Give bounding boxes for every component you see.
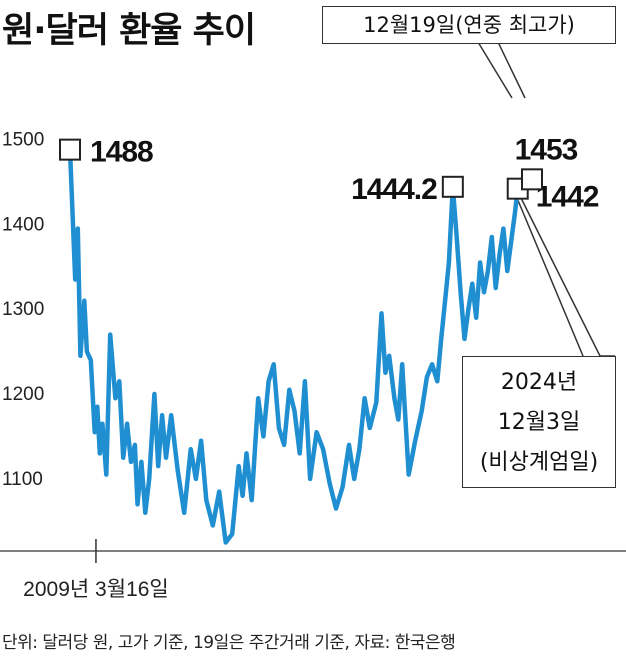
data-marker: [441, 175, 464, 198]
y-tick-label: 1500: [2, 129, 44, 150]
data-label: 1444.2: [351, 173, 437, 206]
x-tick-label: 2009년 3월16일: [23, 578, 169, 601]
y-tick-label: 1200: [2, 384, 44, 405]
data-label: 1442: [536, 181, 599, 214]
marks: 1488 1444.2 1442 1453: [59, 133, 600, 214]
data-marker: [521, 168, 543, 191]
callout-martial-law: 2024년 12월3일 (비상계엄일): [462, 356, 616, 488]
leader-line-bottom-inner: [516, 197, 584, 357]
y-tick-label: 1100: [2, 469, 43, 490]
callout-line-3: (비상계엄일): [479, 450, 599, 475]
exchange-rate-line: [67, 147, 535, 545]
callout-line-1: 2024년: [500, 370, 578, 395]
data-label: 1453: [515, 133, 578, 166]
y-tick-label: 1300: [2, 299, 44, 320]
callout-yearly-high: 12월19일(연중 최고가): [322, 6, 616, 44]
callout-line-2: 12월3일: [497, 410, 581, 435]
leader-line-bottom: [520, 197, 615, 357]
leader-line-top-inner: [477, 41, 513, 99]
data-marker: [59, 138, 81, 161]
source-note: 단위: 달러당 원, 고가 기준, 19일은 주간거래 기준, 자료: 한국은행: [2, 633, 456, 653]
data-label: 1488: [90, 136, 153, 169]
y-tick-label: 1400: [2, 214, 44, 235]
page-title: 원·달러 환율 추이: [2, 11, 256, 51]
